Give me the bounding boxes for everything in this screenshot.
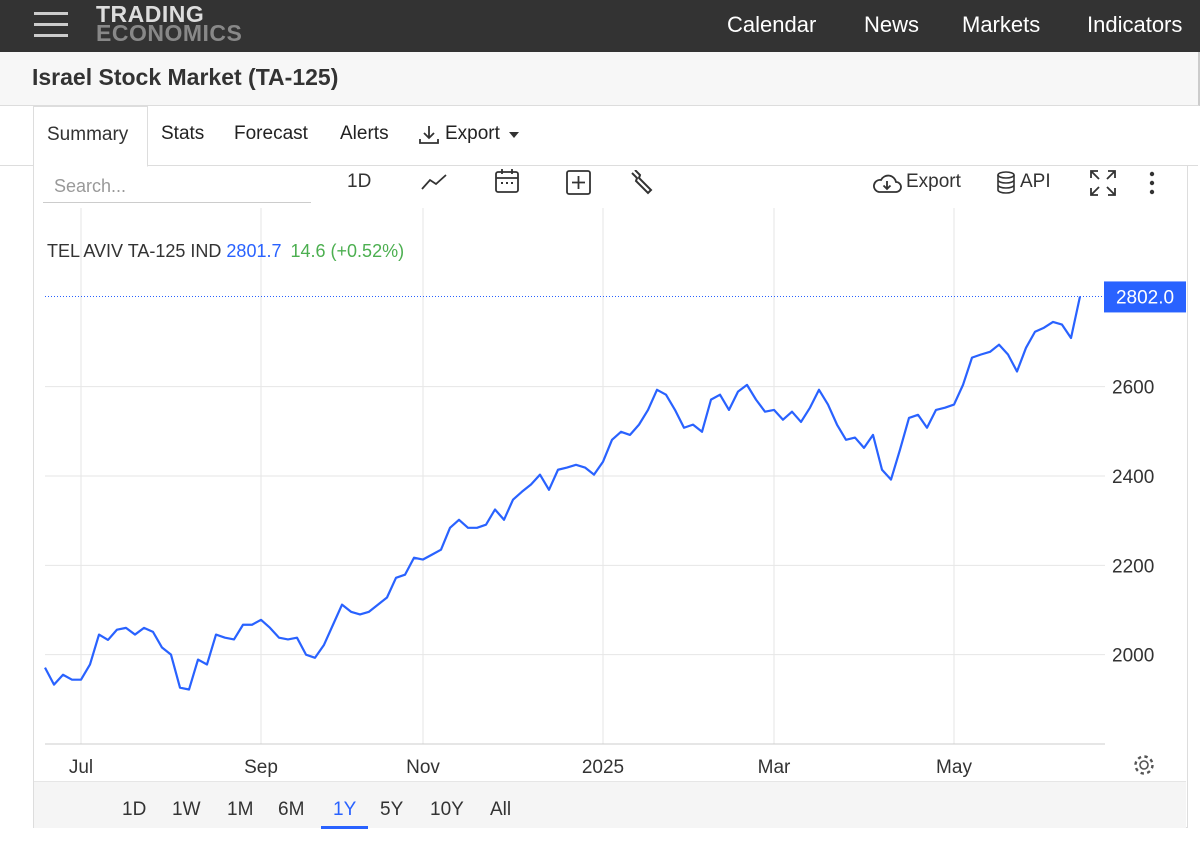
- tabs: Summary Stats Forecast Alerts Export: [0, 106, 1198, 167]
- brand[interactable]: TRADING: [96, 1, 205, 27]
- x-tick-label: May: [936, 757, 972, 778]
- legend-price: 2801.7: [226, 241, 282, 261]
- download-icon[interactable]: [418, 124, 440, 146]
- range-button[interactable]: 5Y: [380, 799, 404, 820]
- top-bar: TRADING ECONOMICS Calendar News Markets …: [0, 0, 1200, 52]
- range-button[interactable]: 1M: [227, 799, 254, 820]
- api-button[interactable]: API: [1020, 171, 1051, 192]
- export-button[interactable]: Export: [906, 171, 961, 192]
- range-button[interactable]: 6M: [278, 799, 305, 820]
- search-box[interactable]: Search...: [43, 168, 311, 203]
- chart-panel: [33, 165, 1188, 828]
- nav-link[interactable]: Markets: [962, 12, 1041, 37]
- range-bar: 1D 1W 1M 6M 1Y 5Y 10Y All: [34, 781, 1186, 829]
- brand[interactable]: ECONOMICS: [96, 20, 243, 46]
- nav-link[interactable]: Indicators: [1087, 12, 1183, 37]
- cloud-icon[interactable]: [871, 171, 903, 195]
- add-icon[interactable]: [566, 170, 592, 196]
- range-button[interactable]: 10Y: [430, 799, 464, 820]
- price-line-series: [44, 296, 1082, 691]
- title-bar: Israel Stock Market (TA-125): [0, 52, 1200, 106]
- y-tick-label: 2000: [1112, 646, 1154, 667]
- legend-change: 14.6 (+0.52%): [290, 241, 405, 261]
- range-button[interactable]: All: [490, 799, 512, 820]
- price-tag-label: 2802.0: [1116, 287, 1174, 308]
- x-tick-label: 2025: [582, 757, 624, 778]
- x-tick-label: Nov: [406, 757, 440, 778]
- range-button[interactable]: 1Y: [321, 799, 369, 829]
- tab[interactable]: Forecast: [234, 123, 308, 144]
- y-tick-label: 2400: [1112, 467, 1154, 488]
- page-title: Israel Stock Market (TA-125): [32, 64, 339, 90]
- price-tag: [1104, 281, 1186, 313]
- fullscreen-icon[interactable]: [1089, 169, 1117, 197]
- search-placeholder[interactable]: Search...: [54, 176, 127, 196]
- api-icon[interactable]: [996, 170, 1018, 196]
- tab[interactable]: Alerts: [340, 123, 389, 144]
- nav-link[interactable]: News: [864, 12, 920, 37]
- tab-label[interactable]: Summary: [47, 124, 129, 145]
- tab[interactable]: Summary: [33, 106, 148, 167]
- settings-icon[interactable]: [1132, 753, 1156, 777]
- legend-name: TEL AVIV TA-125 IND: [47, 241, 222, 261]
- tools-icon[interactable]: [628, 170, 654, 196]
- y-tick-label: 2600: [1112, 378, 1154, 399]
- calendar-icon[interactable]: [494, 168, 522, 196]
- menu-icon[interactable]: [34, 10, 70, 38]
- range-button[interactable]: 1W: [172, 799, 201, 820]
- legend: TEL AVIV TA-125 IND 2801.7 14.6 (+0.52%): [47, 241, 404, 262]
- x-tick-label: Jul: [69, 757, 93, 778]
- range-button[interactable]: 1D: [122, 799, 147, 820]
- more-icon[interactable]: [1146, 170, 1158, 196]
- caret[interactable]: [509, 132, 519, 138]
- nav-link[interactable]: Calendar: [727, 12, 817, 37]
- x-tick-label: Sep: [244, 757, 278, 778]
- tab[interactable]: Stats: [161, 123, 205, 144]
- interval-button[interactable]: 1D: [347, 171, 372, 192]
- y-tick-label: 2200: [1112, 556, 1154, 577]
- chart-type-icon[interactable]: [420, 172, 448, 192]
- x-tick-label: Mar: [758, 757, 791, 778]
- tab[interactable]: Export: [445, 123, 500, 144]
